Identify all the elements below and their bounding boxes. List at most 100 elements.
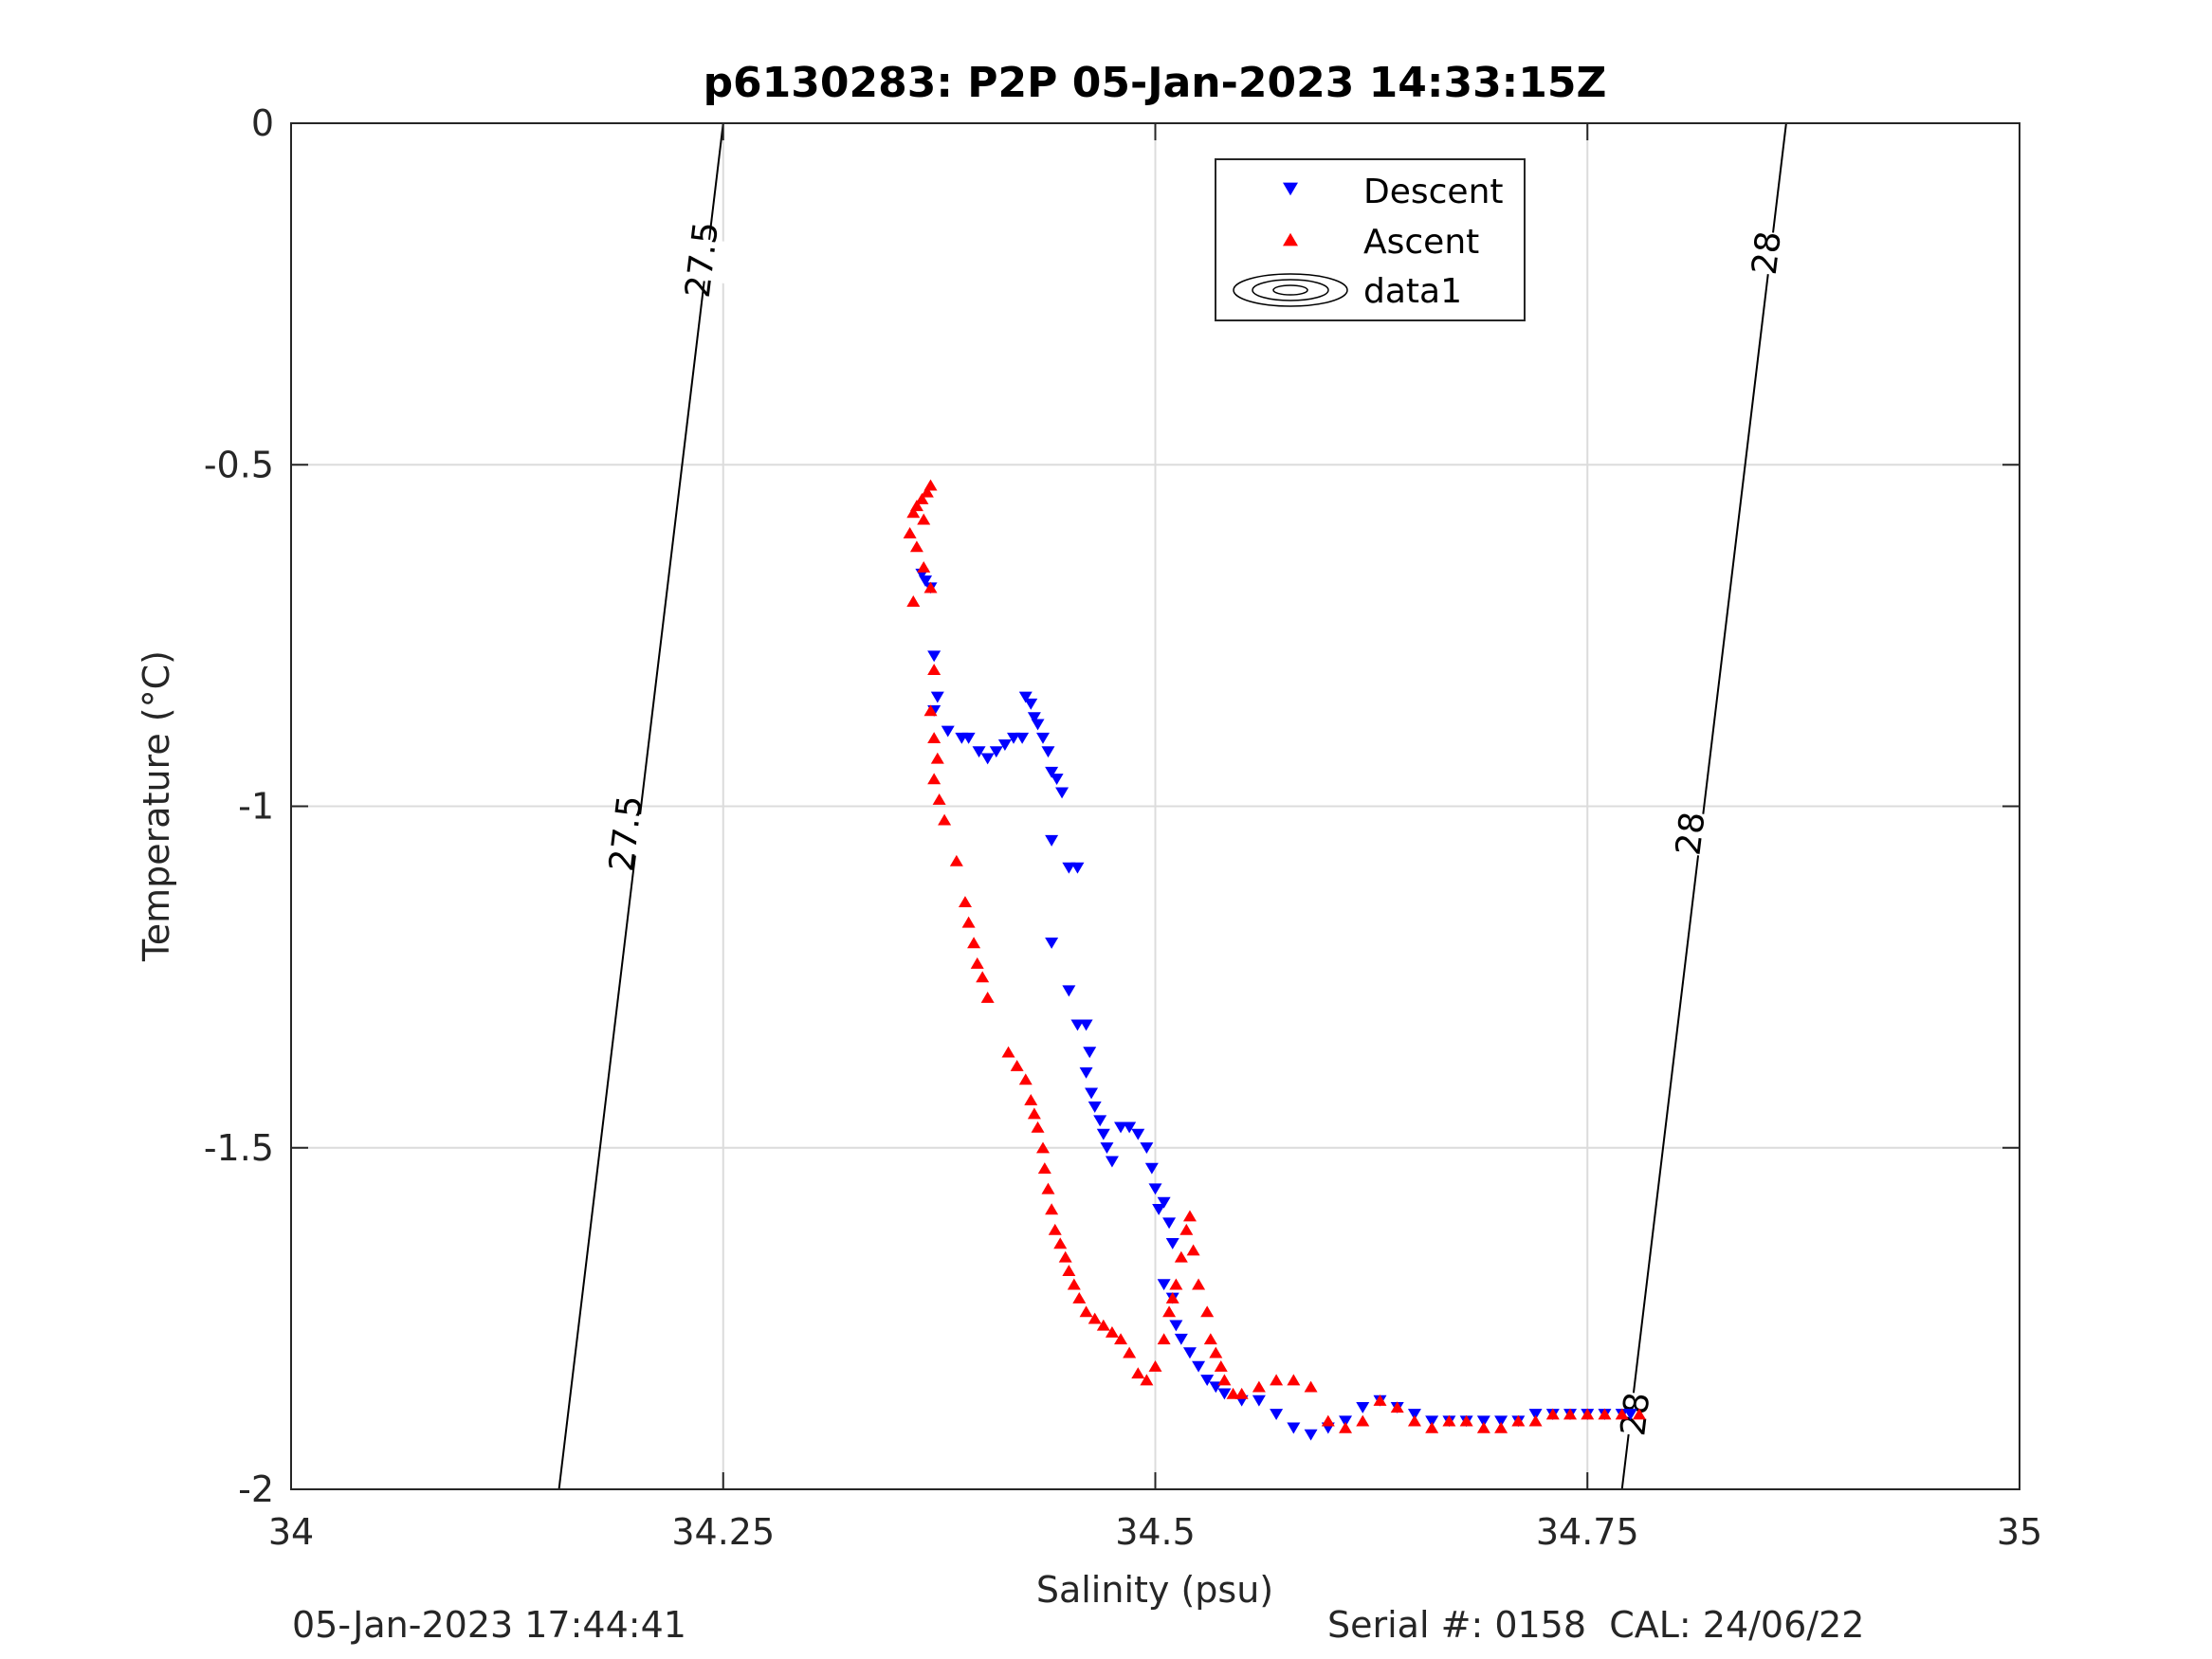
descent-point	[1045, 938, 1059, 949]
descent-point	[1623, 1409, 1637, 1421]
ascent-point	[1217, 1374, 1232, 1386]
descent-point	[1062, 862, 1076, 874]
ascent-point	[906, 595, 921, 607]
ascent-point	[1037, 1162, 1051, 1174]
y-tick-label: -1.5	[204, 1127, 274, 1169]
ascent-point	[927, 732, 941, 744]
descent-point	[1252, 1395, 1266, 1407]
descent-point	[1018, 691, 1033, 703]
ascent-point	[1192, 1278, 1206, 1290]
descent-point	[1162, 1217, 1177, 1230]
legend-marker-contour	[1233, 273, 1348, 307]
descent-point	[941, 725, 955, 738]
contour-label-28: 28	[1746, 229, 1789, 277]
ascent-point	[1615, 1408, 1629, 1420]
descent-point	[1070, 862, 1085, 874]
ascent-point	[1356, 1414, 1370, 1427]
descent-point	[1494, 1415, 1508, 1428]
descent-point	[1192, 1360, 1206, 1373]
descent-point	[1157, 1196, 1171, 1209]
ascent-point	[1001, 1046, 1015, 1058]
ascent-point	[1182, 1210, 1197, 1222]
ascent-point	[1165, 1291, 1179, 1304]
x-tick-label: 34.5	[1115, 1511, 1196, 1553]
descent-point	[1085, 1087, 1099, 1100]
ascent-point	[923, 704, 938, 717]
ascent-point	[1407, 1414, 1421, 1427]
ascent-point	[1096, 1319, 1110, 1331]
legend-label-contour: data1	[1363, 272, 1462, 311]
ascent-point	[1018, 1073, 1033, 1085]
ascent-point	[923, 581, 938, 593]
ascent-point	[1088, 1312, 1102, 1324]
ascent-point	[1459, 1414, 1473, 1427]
ascent-point	[1179, 1223, 1194, 1235]
descent-point	[1114, 1121, 1128, 1134]
descent-point	[1131, 1128, 1145, 1140]
descent-point	[1148, 1183, 1162, 1195]
descent-point	[1027, 712, 1041, 724]
legend-marker-ascent	[1283, 232, 1298, 246]
ascent-point	[906, 506, 921, 519]
descent-point	[1169, 1320, 1183, 1332]
ascent-point	[1031, 1121, 1045, 1133]
descent-point	[927, 650, 941, 663]
ascent-point	[920, 485, 934, 498]
grid-lines	[291, 123, 2020, 1489]
legend-ascent-marker	[1283, 232, 1298, 246]
descent-point	[1270, 1409, 1284, 1421]
ascent-point	[1045, 1203, 1059, 1215]
descent-point	[1096, 1128, 1110, 1140]
descent-point	[1093, 1115, 1107, 1127]
ascent-point	[1511, 1414, 1526, 1427]
ascent-point	[1157, 1333, 1171, 1345]
legend-marker-descent	[1283, 182, 1298, 196]
descent-point	[1140, 1142, 1154, 1155]
descent-point	[1062, 985, 1076, 997]
descent-point	[1304, 1429, 1318, 1441]
ascent-point	[1200, 1305, 1215, 1318]
ascent-point	[1226, 1387, 1240, 1399]
descent-point	[1217, 1388, 1232, 1400]
ascent-point	[1321, 1414, 1335, 1427]
contour-label-bg	[658, 234, 747, 286]
y-tick-label: -2	[238, 1468, 274, 1510]
ascent-point	[970, 957, 984, 969]
contour-label-bg	[1723, 227, 1812, 279]
ascent-point	[917, 561, 931, 573]
descent-point	[961, 732, 976, 744]
ascent-point	[1072, 1291, 1087, 1304]
descent-point	[1157, 1279, 1171, 1291]
ascent-point	[1545, 1408, 1560, 1420]
ascent-point	[1304, 1380, 1318, 1393]
descent-point	[1045, 834, 1059, 847]
ascent-point	[1563, 1408, 1578, 1420]
ascent-point	[1209, 1346, 1223, 1358]
ascent-point	[1373, 1395, 1387, 1406]
ascent-point	[930, 752, 944, 764]
descent-point	[1339, 1415, 1353, 1428]
ascent-point	[1632, 1408, 1646, 1420]
ascent-point	[1494, 1421, 1508, 1433]
ascent-point	[1024, 1094, 1038, 1105]
footer-timestamp: 05-Jan-2023 17:44:41	[292, 1604, 686, 1646]
ascent-point	[1287, 1374, 1301, 1386]
descent-point	[1174, 1333, 1188, 1345]
descent-point	[1050, 774, 1064, 785]
descent-point	[980, 753, 995, 765]
descent-point	[1088, 1101, 1102, 1113]
descent-point	[930, 691, 944, 703]
ascent-point	[1203, 1333, 1217, 1345]
ascent-point	[1162, 1305, 1177, 1318]
descent-point	[1079, 1066, 1093, 1079]
ascent-point	[1528, 1414, 1543, 1427]
descent-point	[1356, 1401, 1370, 1413]
ascent-point	[1186, 1244, 1200, 1256]
descent-point	[1079, 1019, 1093, 1031]
ascent-point	[903, 527, 917, 538]
ascent-point	[1140, 1374, 1154, 1386]
ascent-point	[917, 513, 931, 525]
y-tick-label: 0	[251, 102, 274, 144]
descent-point	[1105, 1156, 1119, 1168]
descent-point	[1041, 746, 1055, 758]
